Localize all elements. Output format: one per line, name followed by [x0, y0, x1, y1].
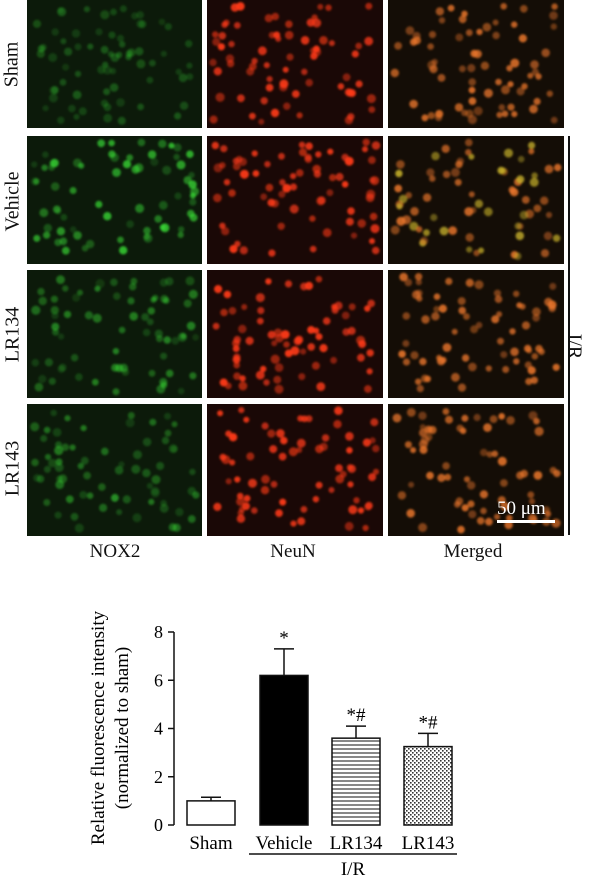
- row-label-lr134: LR134: [1, 306, 24, 363]
- x-label-lr134: LR134: [330, 833, 383, 854]
- col-label-nox2: NOX2: [89, 541, 141, 562]
- col-label-merged: Merged: [443, 541, 503, 562]
- row-label-vehicle: Vehicle: [1, 171, 24, 232]
- ir-side-label: I/R: [563, 333, 586, 360]
- y-tick-label: 4: [154, 719, 163, 739]
- scale-bar-label: 50 μm: [497, 498, 546, 519]
- x-label-sham: Sham: [189, 833, 233, 854]
- microscopy-panel-grid: [27, 0, 564, 536]
- x-label-vehicle: Vehicle: [256, 833, 313, 854]
- y-tick-label: 6: [154, 670, 163, 690]
- bar-chart: Relative fluorescence intensity (normali…: [88, 610, 457, 880]
- panel-vehicle-merged: [388, 136, 564, 264]
- row-label-sham: Sham: [0, 41, 23, 88]
- col-label-neun: NeuN: [270, 541, 316, 562]
- panel-vehicle-neun: [207, 136, 383, 264]
- bar-lr143: [403, 745, 453, 826]
- panel-sham-nox2: [27, 0, 202, 128]
- y-tick-label: 8: [154, 622, 163, 642]
- bar-sham: [186, 800, 236, 826]
- y-tick-label: 2: [154, 767, 163, 787]
- panel-sham-neun: [207, 0, 383, 128]
- significance-label: *#: [419, 712, 439, 733]
- row-label-lr143: LR143: [1, 440, 24, 497]
- bar-lr134: [331, 737, 381, 826]
- y-tick-label: 0: [154, 815, 163, 835]
- significance-label: *#: [347, 705, 367, 726]
- ir-group-label: I/R: [341, 859, 366, 880]
- panel-lr134-neun: [207, 270, 383, 398]
- panel-lr143-neun: [207, 404, 383, 536]
- x-label-lr143: LR143: [402, 833, 455, 854]
- svg-text:Relative fluorescence intensit: Relative fluorescence intensity: [88, 610, 109, 845]
- ir-bracket-line: [568, 136, 570, 535]
- y-axis-title: Relative fluorescence intensity (normali…: [88, 610, 133, 845]
- svg-text:(normalized to sham): (normalized to sham): [112, 647, 133, 810]
- scale-bar-line: [497, 520, 555, 523]
- bar-vehicle: [259, 674, 309, 826]
- significance-label: *: [279, 628, 289, 649]
